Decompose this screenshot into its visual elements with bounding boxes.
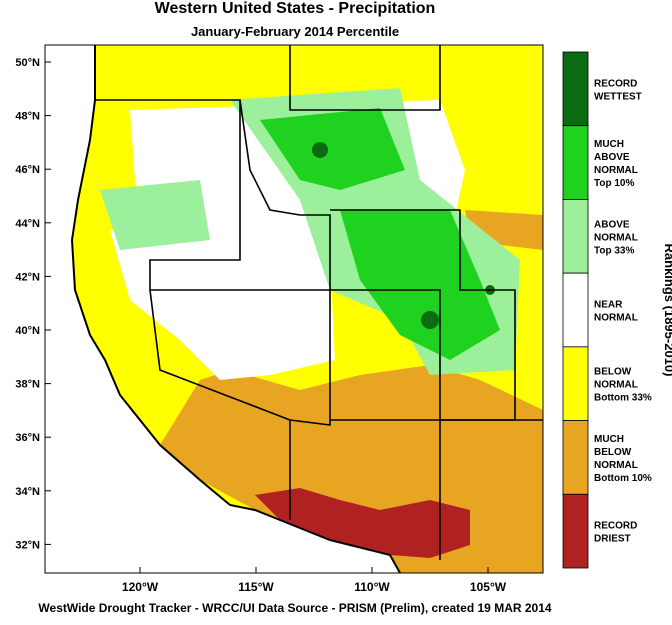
legend-label: ABOVE [594,152,630,163]
title: Western United States - Precipitation [155,0,436,17]
lon-label: 120°W [122,580,159,594]
lat-label: 40°N [15,325,40,337]
legend-label: NORMAL [594,313,638,324]
legend-swatch [562,272,589,348]
lat-label: 42°N [15,271,40,283]
legend-label: Bottom 10% [594,473,652,484]
legend-label: MUCH [594,434,624,445]
lat-label: 48°N [15,111,40,123]
legend-swatch [562,51,589,127]
lat-label: 34°N [15,486,40,498]
legend-label: NORMAL [594,380,638,391]
legend-label: RECORD [594,521,637,532]
legend-swatch [562,125,589,200]
legend-label: NEAR [594,300,623,311]
legend-label: RECORD [594,78,637,89]
lat-label: 36°N [15,432,40,444]
legend-label: Top 33% [594,245,634,256]
legend-label: ABOVE [594,219,630,230]
legend-label: NORMAL [594,232,638,243]
lat-label: 32°N [15,539,40,551]
lat-label: 38°N [15,379,40,391]
lon-label: 115°W [238,580,274,594]
legend-label: NORMAL [594,460,638,471]
legend-label: BELOW [594,367,632,378]
legend-title: Rankings (1895-2010) [662,244,672,377]
lon-label: 110°W [354,580,390,594]
footer: WestWide Drought Tracker - WRCC/UI Data … [38,601,551,615]
lat-label: 50°N [15,57,40,69]
legend: RECORD WETTEST MUCH ABOVE NORMAL Top 10% ABOVE… [562,51,652,569]
legend-label: Top 10% [594,178,634,189]
legend-swatch [562,493,589,569]
legend-swatch [562,199,589,274]
subtitle: January-February 2014 Percentile [191,24,399,39]
legend-label: WETTEST [594,91,642,102]
map-frame [44,44,544,574]
legend-label: BELOW [594,447,632,458]
lat-label: 44°N [15,218,40,230]
lat-label: 46°N [15,164,40,176]
map [45,45,543,573]
lon-label: 105°W [470,580,507,594]
axes: 50°N 48°N 46°N 44°N 42°N 40°N 38°N 36°N 34°N 32°N… [15,57,506,594]
legend-swatch [562,346,589,421]
legend-label: NORMAL [594,165,638,176]
legend-label: Bottom 33% [594,393,652,404]
legend-swatch [562,420,589,495]
legend-label: MUCH [594,139,624,150]
legend-label: DRIEST [594,534,631,545]
